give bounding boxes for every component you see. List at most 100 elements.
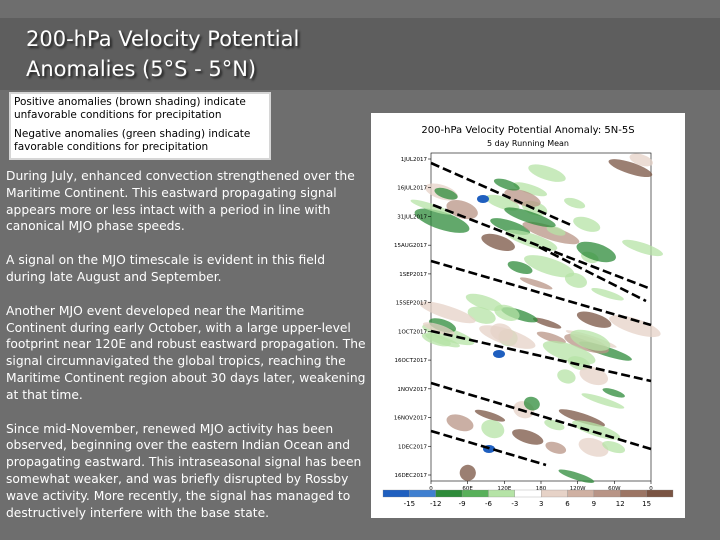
paragraph-november: Since mid-November, renewed MJO activity… (6, 421, 362, 520)
colorbar-swatch (646, 489, 674, 498)
x-tick-label: 120E (497, 486, 511, 492)
y-tick-label: 1DEC2017 (398, 444, 428, 450)
anomaly-shading (558, 409, 605, 427)
anomaly-shading (485, 194, 520, 211)
x-tick-label: 0 (649, 486, 653, 492)
y-tick-label: 1OCT2017 (398, 329, 428, 335)
anomaly-shading (576, 241, 616, 263)
legend-positive: Positive anomalies (brown shading) indic… (14, 96, 246, 121)
y-tick-label: 1JUL2017 (401, 157, 428, 163)
chart-title: 200-hPa Velocity Potential Anomaly: 5N-5… (421, 125, 634, 136)
anomaly-shading (564, 272, 587, 288)
colorbar-swatch (382, 489, 410, 498)
anomaly-shading (629, 153, 653, 167)
chart-subtitle: 5 day Running Mean (487, 139, 569, 148)
anomaly-shading (504, 207, 556, 228)
colorbar-swatch (567, 489, 595, 498)
anomaly-shading (465, 293, 504, 311)
x-tick-label: 180 (536, 486, 547, 492)
mjo-propagation-line (538, 245, 647, 303)
y-tick-label: 16NOV2017 (394, 416, 428, 422)
colorbar-label: -12 (430, 500, 441, 508)
colorbar-label: -15 (404, 500, 415, 508)
anomaly-shading (573, 216, 601, 232)
colorbar-swatch (541, 489, 568, 498)
paragraph-october: Another MJO event developed near the Mar… (6, 303, 366, 402)
x-tick-label: 60W (608, 486, 621, 492)
anomaly-shading (546, 225, 566, 236)
mjo-propagation-line (430, 329, 652, 383)
anomaly-shading (558, 469, 595, 483)
anomaly-shading (622, 239, 663, 257)
anomaly-shading (446, 414, 474, 432)
legend-box: Positive anomalies (brown shading) indic… (9, 92, 271, 160)
anomaly-shading (519, 277, 553, 290)
anomaly-shading (479, 325, 536, 349)
colorbar-swatch (461, 489, 489, 498)
anomaly-shading (481, 233, 515, 251)
colorbar-swatch (593, 489, 621, 498)
anomaly-shading (579, 366, 609, 386)
anomaly-shading (557, 369, 576, 384)
x-tick-label: 120W (570, 486, 586, 492)
anomaly-shading (602, 388, 625, 398)
mjo-propagation-line (430, 429, 547, 467)
anomaly-shading (481, 419, 505, 439)
colorbar-label: 12 (616, 500, 625, 508)
paragraph-july: During July, enhanced convection strengt… (6, 169, 355, 234)
anomaly-shading (512, 429, 544, 445)
anomaly-shading (446, 200, 478, 220)
colorbar-swatch (409, 489, 436, 498)
anomaly-shading (493, 178, 520, 191)
colorbar-label: 9 (592, 500, 596, 508)
colorbar-swatch (488, 489, 515, 498)
strong-negative-anomaly (477, 195, 489, 203)
y-tick-label: 1SEP2017 (399, 272, 427, 278)
x-tick-label: 0 (429, 486, 433, 492)
anomaly-shading (564, 197, 586, 209)
anomaly-shading (410, 199, 452, 215)
title-bar (0, 18, 720, 90)
x-tick-label: 60E (462, 486, 473, 492)
anomaly-shading (505, 229, 558, 251)
anomaly-shading (434, 187, 458, 200)
anomaly-shading (532, 317, 562, 329)
colorbar-swatch (620, 489, 647, 498)
anomaly-shading (419, 301, 476, 324)
anomaly-shading (570, 329, 611, 351)
anomaly-shading (522, 221, 580, 245)
colorbar-swatch (435, 489, 463, 498)
y-tick-label: 15AUG2017 (394, 243, 428, 249)
colorbar-label: 6 (565, 500, 570, 508)
anomaly-shading (474, 409, 506, 422)
chart-svg: 200-hPa Velocity Potential Anomaly: 5N-5… (382, 125, 674, 508)
anomaly-shading (507, 261, 533, 275)
anomaly-shading (528, 164, 566, 182)
anomaly-shading (536, 331, 566, 344)
body-text: During July, enhanced convection strengt… (6, 168, 368, 538)
anomaly-shading (425, 333, 460, 348)
anomaly-shading (513, 182, 548, 197)
colorbar-label: 15 (642, 500, 651, 508)
strong-negative-anomaly (493, 350, 505, 358)
anomaly-shading (542, 340, 596, 365)
anomaly-shading (609, 315, 661, 338)
hovmoller-chart: 200-hPa Velocity Potential Anomaly: 5N-5… (371, 113, 685, 518)
anomaly-shading (581, 393, 625, 409)
anomaly-shading (504, 188, 541, 207)
colorbar-label: -9 (459, 500, 466, 508)
y-tick-label: 16JUL2017 (397, 186, 427, 192)
anomaly-shading (524, 255, 575, 278)
y-tick-label: 1NOV2017 (397, 387, 427, 393)
anomaly-shading (576, 311, 612, 328)
anomaly-shading (602, 441, 626, 454)
y-tick-label: 16OCT2017 (394, 358, 427, 364)
anomaly-shading (591, 287, 624, 301)
y-tick-label: 16DEC2017 (394, 473, 427, 479)
y-tick-label: 31JUL2017 (397, 214, 427, 220)
slide-title: 200-hPa Velocity Potential Anomalies (5°… (26, 27, 300, 81)
colorbar-label: 3 (539, 500, 543, 508)
anomaly-shading (459, 464, 476, 481)
colorbar-label: -3 (511, 500, 518, 508)
